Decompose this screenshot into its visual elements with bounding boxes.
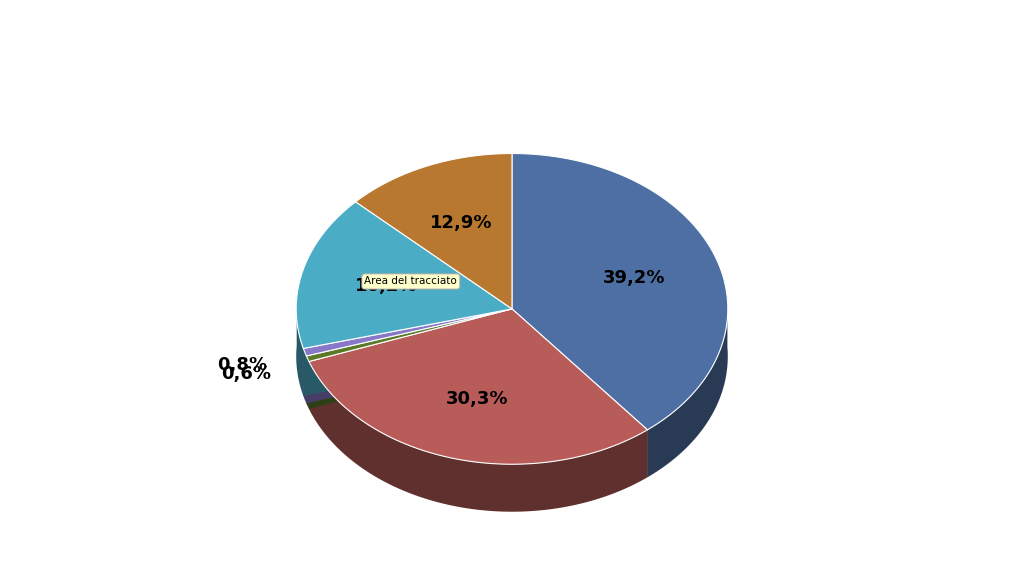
Polygon shape — [303, 309, 512, 356]
Polygon shape — [355, 202, 512, 356]
Text: 12,9%: 12,9% — [430, 214, 493, 232]
Polygon shape — [303, 309, 512, 396]
Polygon shape — [306, 356, 309, 409]
Polygon shape — [512, 309, 647, 477]
Text: 0,8%: 0,8% — [217, 356, 267, 374]
Polygon shape — [309, 309, 647, 464]
Polygon shape — [303, 309, 512, 396]
Polygon shape — [306, 309, 512, 403]
Polygon shape — [512, 309, 647, 477]
Text: Area del tracciato: Area del tracciato — [365, 276, 458, 287]
Text: 30,3%: 30,3% — [445, 390, 508, 408]
Text: 39,2%: 39,2% — [603, 269, 666, 287]
Text: 16,2%: 16,2% — [355, 277, 418, 295]
Polygon shape — [355, 153, 512, 309]
Polygon shape — [355, 202, 512, 356]
Polygon shape — [309, 309, 512, 409]
Polygon shape — [303, 349, 306, 403]
Polygon shape — [296, 298, 303, 396]
Polygon shape — [309, 362, 647, 512]
Polygon shape — [647, 299, 728, 477]
Polygon shape — [512, 153, 728, 430]
Polygon shape — [306, 309, 512, 362]
Text: 0,6%: 0,6% — [221, 365, 271, 383]
Polygon shape — [296, 202, 512, 349]
Polygon shape — [309, 309, 512, 409]
Polygon shape — [306, 309, 512, 403]
